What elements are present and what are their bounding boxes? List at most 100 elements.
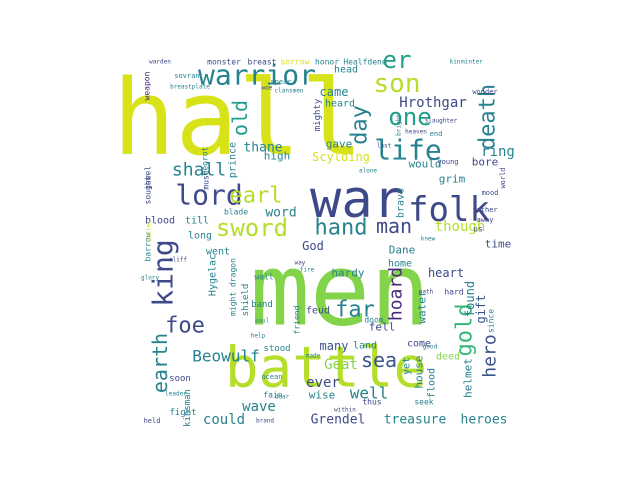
- cloud-word-man: man: [376, 214, 412, 238]
- cloud-word-hoard: hoard: [386, 267, 407, 321]
- cloud-word-water: water: [416, 290, 429, 323]
- cloud-word-friend: friend: [293, 305, 302, 334]
- cloud-word-young: young: [437, 158, 458, 166]
- cloud-word-bright: bright: [396, 114, 403, 136]
- cloud-word-life: life: [374, 134, 441, 167]
- cloud-word-wonder: wonder: [472, 88, 497, 96]
- cloud-word-fell: fell: [369, 321, 396, 334]
- cloud-word-dear: dear: [275, 394, 290, 401]
- cloud-word-far: far: [335, 298, 375, 323]
- cloud-word-thane: thane: [243, 141, 282, 156]
- cloud-word-slaughter: slaughter: [425, 118, 458, 125]
- cloud-word-shall: shall: [172, 160, 226, 181]
- cloud-word-high: high: [264, 150, 291, 163]
- cloud-word-sword: sword: [216, 214, 288, 242]
- cloud-word-heorot: Heorot: [201, 146, 210, 175]
- cloud-word-father: father: [472, 206, 497, 214]
- cloud-word-son: son: [374, 69, 421, 99]
- cloud-word-thus: thus: [362, 398, 381, 407]
- cloud-word-path: path: [419, 289, 434, 296]
- cloud-word-within: within: [334, 407, 356, 414]
- cloud-word-long: long: [188, 231, 212, 242]
- cloud-word-would: would: [408, 158, 441, 171]
- cloud-word-shield: shield: [241, 284, 251, 317]
- cloud-word-blade: blade: [224, 208, 248, 217]
- cloud-word-away: away: [477, 216, 494, 224]
- cloud-word-kinsman: kinsman: [183, 389, 193, 427]
- cloud-word-till: till: [185, 216, 209, 227]
- cloud-word-blood: blood: [145, 216, 175, 227]
- cloud-word-earl: earl: [230, 184, 283, 209]
- cloud-word-breast: breast: [248, 58, 277, 67]
- cloud-word-many: many: [320, 339, 349, 353]
- cloud-word-glory: glory: [141, 275, 159, 282]
- cloud-word-went: went: [206, 247, 230, 258]
- cloud-word-geat: Geat: [324, 357, 358, 373]
- cloud-word-band: band: [251, 300, 273, 310]
- cloud-word-wall: wall: [254, 273, 273, 282]
- cloud-word-house: house: [413, 355, 426, 388]
- cloud-word-hero: hero: [480, 334, 501, 377]
- cloud-word-wave: wave: [242, 399, 276, 415]
- cloud-word-since: since: [487, 309, 496, 333]
- cloud-word-come: come: [407, 339, 431, 350]
- cloud-word-breastplate: breastplate: [170, 84, 210, 91]
- cloud-word-sorrow: sorrow: [281, 58, 310, 67]
- cloud-word-minter: minter: [461, 59, 483, 66]
- cloud-word-grim: grim: [439, 173, 466, 186]
- cloud-word-hygelac: Hygelac: [208, 254, 219, 296]
- cloud-word-heard: heard: [325, 99, 355, 110]
- cloud-word-held: held: [144, 417, 161, 425]
- cloud-word-monster: monster: [207, 58, 241, 67]
- cloud-word-hrothgar: Hrothgar: [399, 95, 466, 111]
- cloud-word-soul: soul: [255, 318, 270, 325]
- cloud-word-hard: hard: [444, 288, 463, 297]
- cloud-word-battle: battle: [225, 336, 427, 401]
- cloud-word-helmet: helmet: [462, 358, 475, 398]
- cloud-word-fain: fain: [263, 391, 282, 400]
- cloud-word-kin: kin: [450, 59, 461, 66]
- cloud-word-us: us: [473, 225, 483, 234]
- cloud-word-home: home: [388, 259, 412, 270]
- cloud-word-knew: knew: [421, 236, 436, 243]
- cloud-word-world: world: [499, 167, 507, 188]
- cloud-word-er: er: [383, 46, 412, 74]
- cloud-word-god: God: [302, 239, 324, 253]
- cloud-word-bore: bore: [472, 156, 499, 169]
- cloud-word-hand: hand: [315, 216, 368, 241]
- cloud-word-brave: brave: [396, 188, 407, 218]
- cloud-word-alone: alone: [359, 168, 377, 175]
- cloud-word-flood: flood: [427, 368, 438, 398]
- cloud-word-foe: foe: [165, 314, 205, 339]
- cloud-word-found: found: [463, 281, 477, 317]
- cloud-word-warden: warden: [149, 59, 171, 66]
- cloud-word-help: help: [251, 333, 266, 340]
- cloud-word-heart: heart: [428, 266, 464, 280]
- cloud-word-mood: mood: [482, 189, 499, 197]
- cloud-word-end: end: [430, 130, 443, 138]
- cloud-word-woe: woe: [262, 85, 273, 92]
- cloud-word-made: made: [306, 353, 321, 360]
- cloud-word-spear: spear: [270, 78, 291, 86]
- cloud-word-way: way: [295, 260, 306, 267]
- cloud-word-soon: soon: [169, 374, 191, 384]
- cloud-word-weapon: weapon: [143, 71, 152, 100]
- cloud-word-land: land: [353, 341, 377, 352]
- cloud-word-lord: lord: [175, 179, 242, 212]
- cloud-word-last: last: [377, 143, 392, 150]
- cloud-word-earth: earth: [148, 333, 172, 393]
- cloud-word-gave: gave: [326, 138, 353, 151]
- cloud-word-sovran: sovran: [174, 72, 199, 80]
- cloud-word-sought: sought: [144, 175, 153, 204]
- cloud-word-warrior: warrior: [198, 59, 316, 92]
- cloud-word-mighty: mighty: [313, 98, 323, 131]
- cloud-word-folk: folk: [408, 190, 490, 230]
- cloud-word-stood: stood: [263, 344, 290, 354]
- cloud-word-men: men: [250, 232, 431, 349]
- cloud-word-one: one: [388, 103, 431, 131]
- cloud-word-ocean: ocean: [261, 373, 282, 381]
- cloud-word-gold: gold: [453, 304, 478, 357]
- cloud-word-jewel: jewel: [144, 166, 153, 190]
- cloud-word-leader: leader: [165, 391, 187, 398]
